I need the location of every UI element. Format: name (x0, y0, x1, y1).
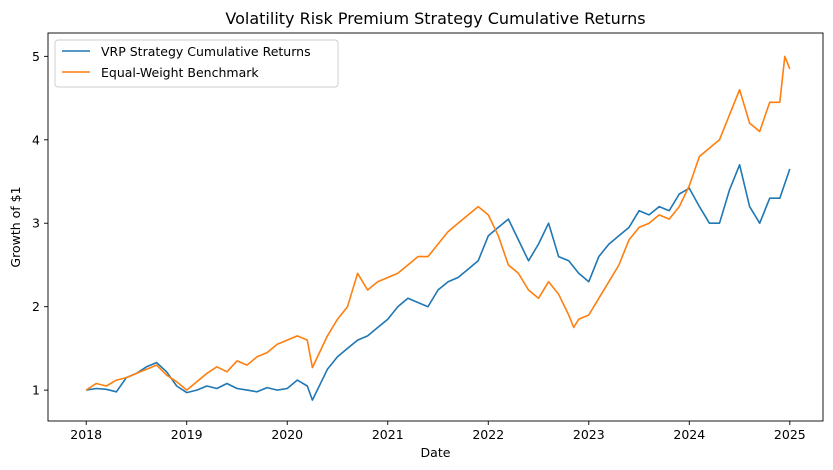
y-axis: 1 2 3 4 5 (32, 49, 48, 398)
legend-label-equal-weight-benchmark: Equal-Weight Benchmark (101, 65, 259, 80)
x-tick-label: 2024 (673, 427, 705, 442)
x-axis: 2018 2019 2020 2021 2022 2023 2024 2025 (70, 421, 806, 442)
x-tick-label: 2025 (774, 427, 806, 442)
x-tick-label: 2021 (372, 427, 404, 442)
y-tick-label: 5 (32, 49, 40, 64)
chart-title: Volatility Risk Premium Strategy Cumulat… (225, 9, 645, 28)
y-tick-label: 2 (32, 299, 40, 314)
axes-frame (47, 32, 824, 422)
y-tick-label: 1 (32, 383, 40, 398)
x-tick-label: 2018 (70, 427, 102, 442)
legend: VRP Strategy Cumulative Returns Equal-We… (54, 39, 339, 88)
series-line-vrp-strategy (86, 164, 791, 401)
x-tick-label: 2023 (573, 427, 605, 442)
legend-box (54, 39, 339, 88)
x-axis-label: Date (421, 445, 451, 460)
plot-area (85, 55, 791, 401)
series-line-equal-weight-benchmark (85, 55, 791, 391)
y-tick-label: 3 (32, 216, 40, 231)
y-tick-label: 4 (32, 132, 40, 147)
x-tick-label: 2019 (171, 427, 203, 442)
y-axis-label: Growth of $1 (8, 186, 23, 267)
x-tick-label: 2022 (472, 427, 504, 442)
legend-label-vrp-strategy: VRP Strategy Cumulative Returns (101, 44, 311, 59)
x-tick-label: 2020 (271, 427, 303, 442)
